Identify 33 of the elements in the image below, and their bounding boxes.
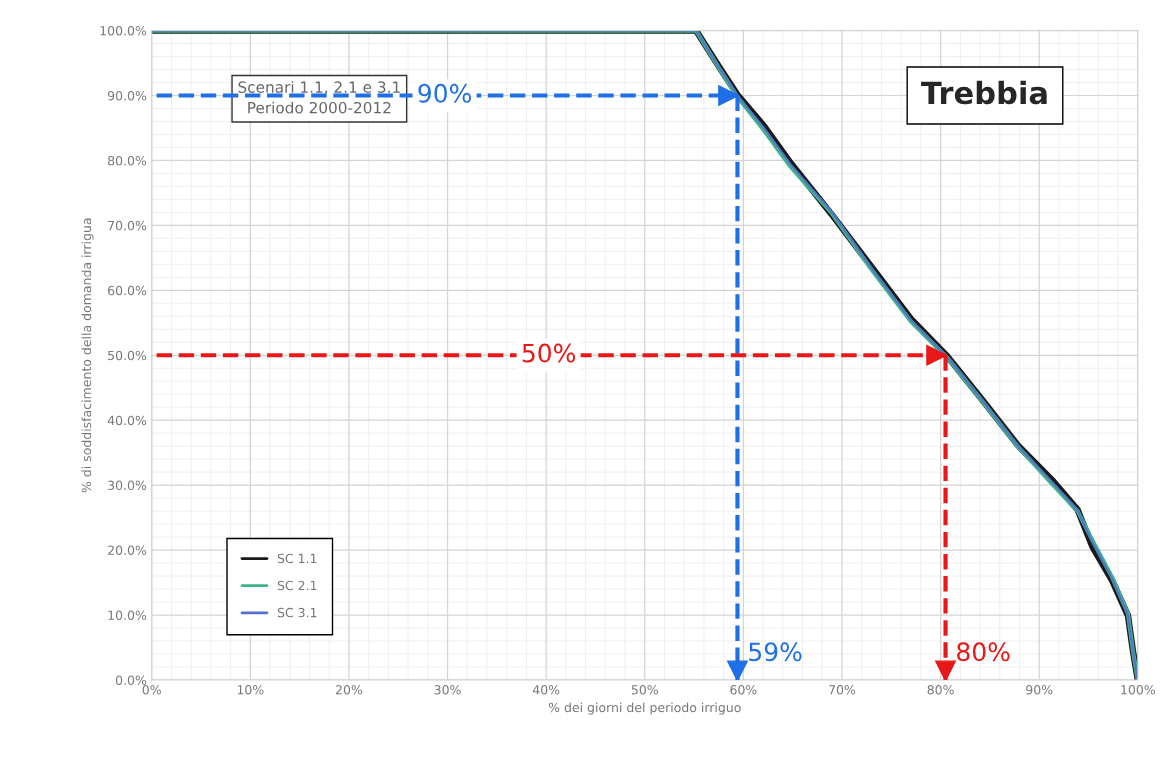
annotation: Scenari 1.1, 2.1 e 3.1 Periodo 2000-2012 (238, 81, 400, 114)
x-tick-label: 10% (237, 685, 264, 695)
x-axis-title: % dei giorni del periodo irriguo (548, 702, 741, 715)
ref-line-label: 80% (957, 642, 1010, 662)
x-tick-label: 50% (631, 685, 658, 695)
y-tick-label: 90.0% (107, 90, 147, 101)
x-tick-label: 20% (335, 685, 363, 695)
legend-label: SC 2.1 (277, 580, 317, 591)
y-tick-label: 50.0% (108, 350, 147, 361)
y-tick-label: 100.0% (100, 26, 147, 36)
x-tick-label: 30% (434, 685, 461, 695)
x-tick-label: 90% (1026, 685, 1053, 695)
y-tick-label: 30.0% (108, 480, 147, 491)
x-tick-label: 70% (829, 685, 856, 695)
x-tick-label: 100% (1121, 685, 1155, 695)
ref-line-label: 90% (418, 83, 471, 103)
y-tick-label: 0.0% (115, 675, 147, 685)
y-tick-label: 70.0% (108, 220, 147, 231)
x-tick-label: 0% (142, 685, 161, 695)
y-tick-label: 40.0% (107, 415, 147, 426)
y-axis-title: % di soddisfacimento della domanda irrigua (81, 218, 94, 493)
x-tick-label: 40% (532, 685, 560, 695)
y-tick-label: 10.0% (108, 610, 147, 620)
ref-line-label: 50% (522, 343, 576, 363)
text: Trebbia (921, 80, 1047, 105)
legend-label: SC 1.1 (277, 553, 317, 564)
ref-line-label: 59% (749, 642, 802, 662)
x-tick-label: 80% (927, 685, 954, 695)
y-tick-label: 60.0% (108, 285, 147, 296)
legend-label: SC 3.1 (277, 607, 317, 618)
y-tick-label: 80.0% (107, 155, 147, 166)
y-tick-label: 20.0% (108, 545, 147, 556)
x-tick-label: 60% (730, 685, 757, 695)
